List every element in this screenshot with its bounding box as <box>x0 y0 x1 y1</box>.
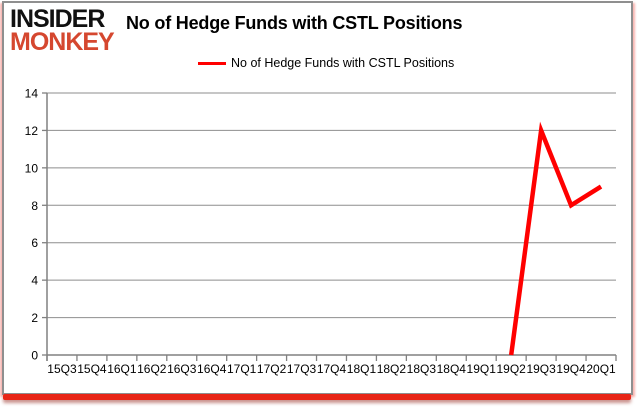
x-axis-tick-label: 17Q3 <box>287 362 317 376</box>
logo-insider-text: INSIDER <box>10 5 105 33</box>
x-axis-tick-label: 16Q3 <box>167 362 197 376</box>
x-axis-tick-label: 15Q3 <box>47 362 77 376</box>
legend-line-swatch <box>198 61 226 65</box>
x-axis-tick-label: 19Q4 <box>556 362 586 376</box>
x-axis-tick-label: 18Q2 <box>377 362 407 376</box>
x-axis-tick-label: 18Q4 <box>437 362 467 376</box>
legend: No of Hedge Funds with CSTL Positions <box>198 55 454 71</box>
logo-monkey-text: MONKEY <box>10 28 115 56</box>
x-axis-tick-label: 17Q1 <box>227 362 257 376</box>
x-axis-tick-label: 19Q2 <box>497 362 527 376</box>
x-axis-tick-label: 17Q2 <box>257 362 287 376</box>
x-axis-tick-label: 15Q4 <box>77 362 107 376</box>
legend-label: No of Hedge Funds with CSTL Positions <box>231 56 455 70</box>
y-axis-tick-label: 6 <box>31 236 38 250</box>
x-axis-tick-label: 18Q3 <box>407 362 437 376</box>
chart-frame <box>2 1 633 395</box>
chart-title: No of Hedge Funds with CSTL Positions <box>126 13 463 33</box>
y-axis-tick-label: 4 <box>31 274 38 288</box>
x-axis-tick-label: 18Q1 <box>347 362 377 376</box>
y-axis-tick-label: 10 <box>25 161 39 175</box>
x-axis-tick-label: 19Q3 <box>526 362 556 376</box>
y-axis-tick-label: 0 <box>31 349 38 363</box>
y-axis-tick-label: 2 <box>31 311 38 325</box>
x-axis-tick-label: 16Q1 <box>107 362 137 376</box>
insider-monkey-logo: INSIDER MONKEY <box>10 5 115 56</box>
x-axis-tick-label: 17Q4 <box>317 362 347 376</box>
y-axis-tick-label: 8 <box>31 199 38 213</box>
x-axis-tick-label: 16Q4 <box>197 362 227 376</box>
red-bottom-bar <box>3 394 631 400</box>
y-axis-tick-label: 12 <box>25 124 39 138</box>
x-axis-tick-label: 19Q1 <box>467 362 497 376</box>
x-axis-tick-label: 20Q1 <box>586 362 616 376</box>
x-axis-tick-label: 16Q2 <box>137 362 167 376</box>
hedge-fund-count-line <box>508 121 603 356</box>
y-axis-tick-label: 14 <box>25 87 39 101</box>
